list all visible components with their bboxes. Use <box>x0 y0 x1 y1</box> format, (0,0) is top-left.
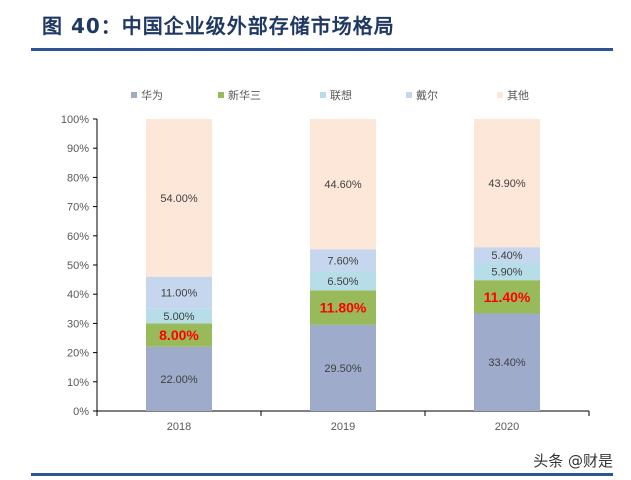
legend-label: 联想 <box>330 88 352 102</box>
legend-label: 戴尔 <box>416 88 438 102</box>
bar-segment <box>474 280 540 314</box>
bar-segment <box>310 324 376 411</box>
data-label: 29.50% <box>324 363 362 375</box>
bar-segment <box>310 119 376 250</box>
watermark: 头条 @财是 <box>533 452 613 470</box>
bar-segment <box>310 249 376 272</box>
bar-segment <box>310 290 376 325</box>
data-label: 43.90% <box>488 178 526 190</box>
legend-swatch <box>320 92 326 98</box>
legend-label: 其他 <box>507 89 529 102</box>
x-tick-label: 2018 <box>167 421 191 433</box>
bar-segment <box>146 119 212 277</box>
bar-segment <box>146 323 212 347</box>
legend-label: 华为 <box>141 88 163 102</box>
y-tick-label: 80% <box>67 172 89 184</box>
bar-segment <box>474 262 540 281</box>
y-tick-label: 20% <box>67 348 89 360</box>
data-label: 11.40% <box>484 289 531 305</box>
y-tick-label: 70% <box>67 202 89 214</box>
figure-title: 图 40：中国企业级外部存储市场格局 <box>42 14 395 38</box>
legend-label: 新华三 <box>228 88 261 102</box>
data-label: 54.00% <box>160 193 198 205</box>
bar-segment <box>146 308 212 324</box>
y-tick-label: 30% <box>67 318 89 330</box>
data-label: 44.60% <box>324 179 362 191</box>
data-label: 7.60% <box>327 255 358 267</box>
y-tick-label: 40% <box>67 289 89 301</box>
legend-swatch <box>406 92 412 98</box>
data-label: 5.40% <box>491 250 522 262</box>
legend-swatch <box>218 92 224 98</box>
y-tick-label: 90% <box>67 143 89 155</box>
data-label: 22.00% <box>160 374 198 386</box>
bar-segment <box>310 271 376 291</box>
data-label: 8.00% <box>159 327 199 343</box>
legend-swatch <box>131 92 137 98</box>
y-tick-label: 10% <box>67 377 89 389</box>
data-label: 5.90% <box>491 267 522 279</box>
data-label: 11.80% <box>320 300 367 316</box>
data-label: 5.00% <box>163 311 194 323</box>
y-tick-label: 100% <box>61 114 89 126</box>
bar-segment <box>146 346 212 411</box>
bar-segment <box>474 119 540 248</box>
legend-swatch <box>497 92 503 98</box>
x-tick-label: 2019 <box>331 421 355 433</box>
data-label: 11.00% <box>161 288 198 300</box>
data-label: 6.50% <box>327 276 358 288</box>
y-tick-label: 60% <box>67 231 89 243</box>
y-tick-label: 50% <box>67 260 89 272</box>
bar-segment <box>474 247 540 263</box>
data-label: 33.40% <box>488 357 526 369</box>
bar-segment <box>146 276 212 309</box>
title-divider <box>31 48 613 51</box>
x-tick-label: 2020 <box>495 421 519 433</box>
bottom-divider <box>31 473 613 476</box>
y-tick-label: 0% <box>73 406 89 418</box>
bar-segment <box>474 313 540 411</box>
